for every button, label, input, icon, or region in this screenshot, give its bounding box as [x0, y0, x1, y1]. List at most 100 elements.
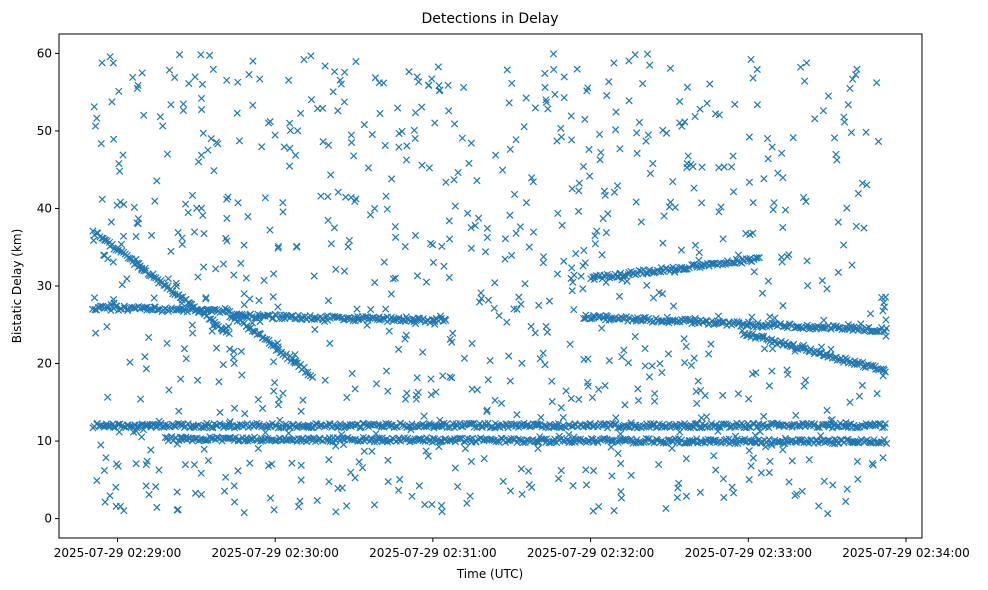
detection-point — [627, 471, 635, 479]
detection-point — [633, 149, 641, 158]
detection-point — [394, 486, 403, 494]
detection-point — [454, 168, 462, 177]
detection-point — [185, 79, 193, 88]
detection-point — [226, 307, 234, 316]
detection-point — [589, 507, 597, 515]
detection-point — [855, 392, 864, 400]
detection-point — [461, 445, 470, 453]
detection-point — [219, 260, 228, 268]
detection-point — [595, 502, 603, 511]
detection-point — [602, 278, 610, 286]
detection-point — [466, 492, 474, 500]
detection-point — [880, 299, 888, 307]
detection-point — [414, 423, 423, 431]
detection-point — [655, 288, 663, 297]
detection-point — [175, 407, 183, 415]
detection-point — [506, 377, 514, 385]
detection-point — [313, 104, 322, 113]
detection-point — [422, 434, 431, 442]
detection-point — [368, 447, 376, 455]
detection-point — [879, 454, 887, 462]
detection-point — [838, 325, 846, 334]
detection-point — [648, 362, 656, 370]
detection-point — [560, 73, 568, 81]
detection-point — [765, 435, 773, 444]
detection-point — [664, 350, 673, 358]
detection-point — [683, 83, 692, 91]
detection-point — [800, 77, 809, 85]
detection-point — [745, 447, 753, 455]
detection-point — [682, 454, 690, 463]
detection-point — [711, 436, 719, 445]
detection-point — [827, 416, 835, 425]
detection-point — [172, 282, 181, 290]
detection-point — [582, 481, 591, 489]
detection-point — [202, 295, 210, 303]
detection-point — [274, 244, 282, 252]
detection-point — [420, 412, 428, 420]
detection-point — [666, 64, 675, 72]
detection-point — [321, 62, 329, 70]
detection-point — [101, 236, 109, 245]
detection-point — [751, 438, 759, 447]
detection-point — [763, 134, 772, 143]
detection-point — [483, 406, 491, 414]
detection-point — [137, 264, 146, 273]
detection-point — [130, 304, 138, 312]
detection-point — [506, 487, 515, 495]
detection-point — [169, 290, 177, 298]
detection-point — [270, 387, 278, 395]
detection-point — [289, 421, 297, 430]
detection-point — [722, 259, 731, 267]
detection-point — [132, 232, 140, 241]
detection-point — [693, 399, 701, 408]
detection-point — [363, 321, 371, 329]
x-tick-label: 2025-07-29 02:30:00 — [211, 546, 338, 560]
detection-point — [768, 143, 776, 151]
detection-point — [334, 107, 342, 115]
detection-point — [129, 73, 137, 82]
detection-point — [660, 212, 668, 220]
detection-point — [745, 133, 753, 141]
detection-point — [742, 229, 750, 238]
detection-point — [748, 313, 756, 321]
detection-point — [310, 434, 318, 442]
detection-point — [696, 488, 705, 497]
detection-point — [649, 294, 658, 302]
detection-point — [153, 177, 161, 185]
detection-point — [738, 320, 746, 328]
detection-point — [150, 294, 158, 302]
x-tick-label: 2025-07-29 02:31:00 — [369, 546, 496, 560]
detection-point — [554, 209, 562, 218]
detection-point — [261, 194, 269, 202]
detection-point — [172, 279, 180, 287]
detection-point — [97, 441, 105, 449]
detection-point — [656, 359, 664, 368]
detection-point — [753, 65, 761, 74]
detection-point — [401, 242, 409, 251]
detection-point — [866, 310, 875, 318]
detection-point — [428, 500, 436, 509]
detection-point — [460, 83, 468, 92]
detection-point — [568, 438, 576, 446]
detection-point — [102, 454, 110, 462]
detection-point — [411, 134, 419, 143]
detection-point — [637, 218, 645, 226]
detection-point — [353, 305, 361, 313]
detection-point — [230, 359, 238, 367]
detection-point — [823, 406, 831, 414]
detection-point — [748, 330, 757, 338]
detection-point — [641, 437, 650, 445]
detection-point — [224, 307, 232, 315]
detection-point — [344, 243, 352, 251]
detection-point — [352, 57, 360, 66]
detection-point — [820, 324, 828, 332]
detection-point — [645, 373, 654, 381]
detection-point — [193, 204, 201, 212]
detection-point — [279, 208, 287, 216]
detection-point — [358, 464, 367, 472]
detection-point — [575, 395, 583, 403]
detection-point — [758, 332, 766, 340]
detection-point — [515, 293, 523, 301]
